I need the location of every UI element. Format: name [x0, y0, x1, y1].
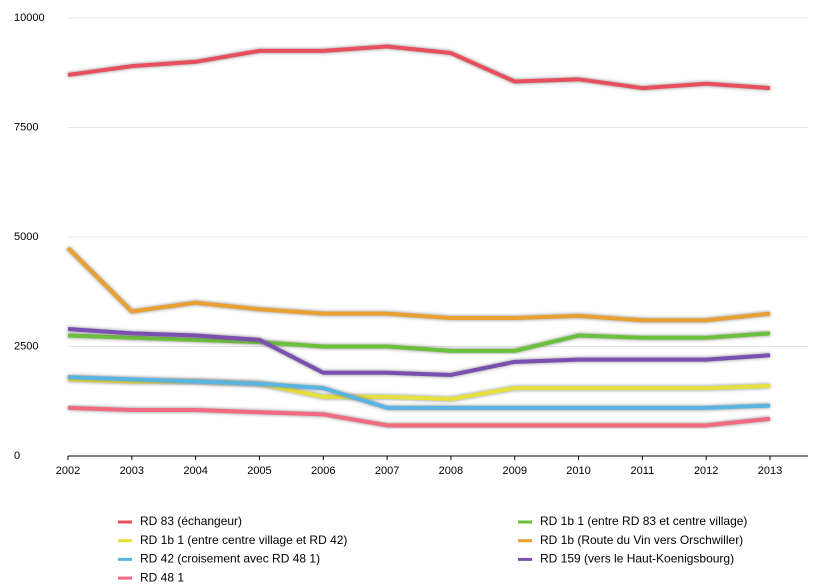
y-tick-label: 10000 [14, 12, 45, 24]
series-line [66, 246, 771, 323]
series-line [67, 405, 771, 428]
x-tick-label: 2003 [120, 465, 144, 477]
y-tick-label: 2500 [14, 340, 38, 352]
x-tick-label: 2010 [566, 465, 590, 477]
x-tick-label: 2002 [56, 465, 80, 477]
x-tick-label: 2004 [183, 465, 207, 477]
series-line [67, 326, 771, 377]
series-line [67, 44, 771, 91]
y-tick-label: 5000 [14, 231, 38, 243]
x-tick-label: 2011 [631, 465, 655, 477]
legend-label: RD 1b 1 (entre centre village et RD 42) [140, 533, 347, 547]
legend-label: RD 42 (croisement avec RD 48 1) [140, 552, 320, 566]
legend-label: RD 1b (Route du Vin vers Orschwiller) [540, 533, 743, 547]
x-tick-label: 2008 [439, 465, 463, 477]
x-tick-label: 2006 [311, 465, 335, 477]
x-tick-label: 2005 [247, 465, 271, 477]
y-tick-label: 0 [14, 450, 20, 462]
y-tick-label: 7500 [14, 121, 38, 133]
x-tick-label: 2012 [694, 465, 718, 477]
x-tick-label: 2009 [502, 465, 526, 477]
x-tick-label: 2007 [375, 465, 399, 477]
legend-label: RD 48 1 [140, 570, 184, 584]
series-line [67, 331, 771, 353]
x-tick-label: 2013 [758, 465, 782, 477]
series-line [67, 375, 771, 410]
legend-label: RD 159 (vers le Haut-Koenigsbourg) [540, 552, 734, 566]
legend-label: RD 83 (échangeur) [140, 514, 242, 528]
legend-label: RD 1b 1 (entre RD 83 et centre village) [540, 514, 747, 528]
